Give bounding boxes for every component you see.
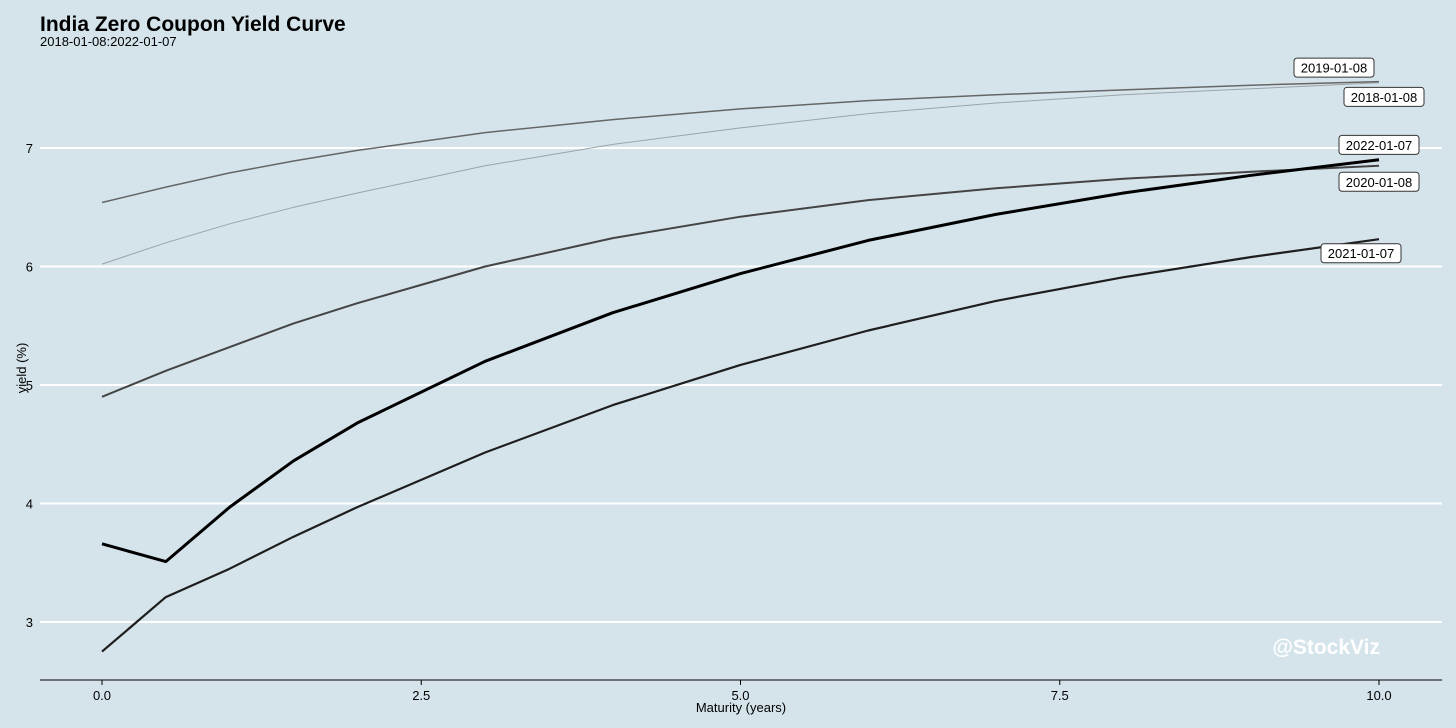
series-label-text: 2020-01-08	[1346, 175, 1413, 190]
series-label-2020-01-08: 2020-01-08	[1338, 171, 1420, 192]
series-line-2021-01-07	[101, 238, 1380, 653]
series-label-text: 2022-01-07	[1346, 138, 1413, 153]
y-axis-label: yield (%)	[14, 343, 29, 394]
gridlines	[40, 147, 1442, 623]
y-tick-label: 5	[26, 378, 33, 393]
series-label-text: 2019-01-08	[1301, 61, 1368, 76]
series-label-2021-01-07: 2021-01-07	[1320, 243, 1402, 264]
x-tick-label: 5.0	[731, 688, 749, 703]
x-tick-label: 10.0	[1366, 688, 1391, 703]
series-label-box	[1320, 243, 1402, 264]
series-label-2018-01-08: 2018-01-08	[1343, 86, 1425, 107]
watermark-text: @StockViz	[1272, 636, 1380, 659]
series-line-2020-01-08	[101, 164, 1380, 398]
x-tick-label: 2.5	[412, 688, 430, 703]
series-label-box	[1343, 86, 1425, 107]
y-tick-label: 4	[26, 497, 33, 512]
x-tick-label: 0.0	[93, 688, 111, 703]
series-label-text: 2018-01-08	[1351, 90, 1418, 105]
series-label-text: 2021-01-07	[1328, 246, 1395, 261]
y-axis-ticks: 3 4 5 6 7	[26, 141, 33, 630]
x-axis-ticks: 0.0 2.5 5.0 7.5 10.0	[93, 680, 1392, 703]
y-tick-label: 3	[26, 615, 33, 630]
y-tick-label: 7	[26, 141, 33, 156]
series-labels: 2018-01-08 2019-01-08 2020-01-08 2021-01-07…	[1293, 57, 1425, 264]
series-lines	[101, 80, 1380, 653]
x-tick-label: 7.5	[1051, 688, 1069, 703]
chart-subtitle: 2018-01-08:2022-01-07	[40, 34, 177, 49]
series-line-2019-01-08	[101, 80, 1380, 204]
series-label-box	[1338, 171, 1420, 192]
series-label-2022-01-07: 2022-01-07	[1338, 134, 1420, 155]
series-label-box	[1338, 134, 1420, 155]
series-label-2019-01-08: 2019-01-08	[1293, 57, 1375, 78]
y-tick-label: 6	[26, 260, 33, 275]
series-line-2022-01-07	[101, 158, 1380, 564]
chart-title: India Zero Coupon Yield Curve	[40, 13, 346, 36]
series-label-box	[1293, 57, 1375, 78]
series-line-2018-01-08	[101, 82, 1380, 265]
x-axis-label: Maturity (years)	[696, 700, 786, 715]
